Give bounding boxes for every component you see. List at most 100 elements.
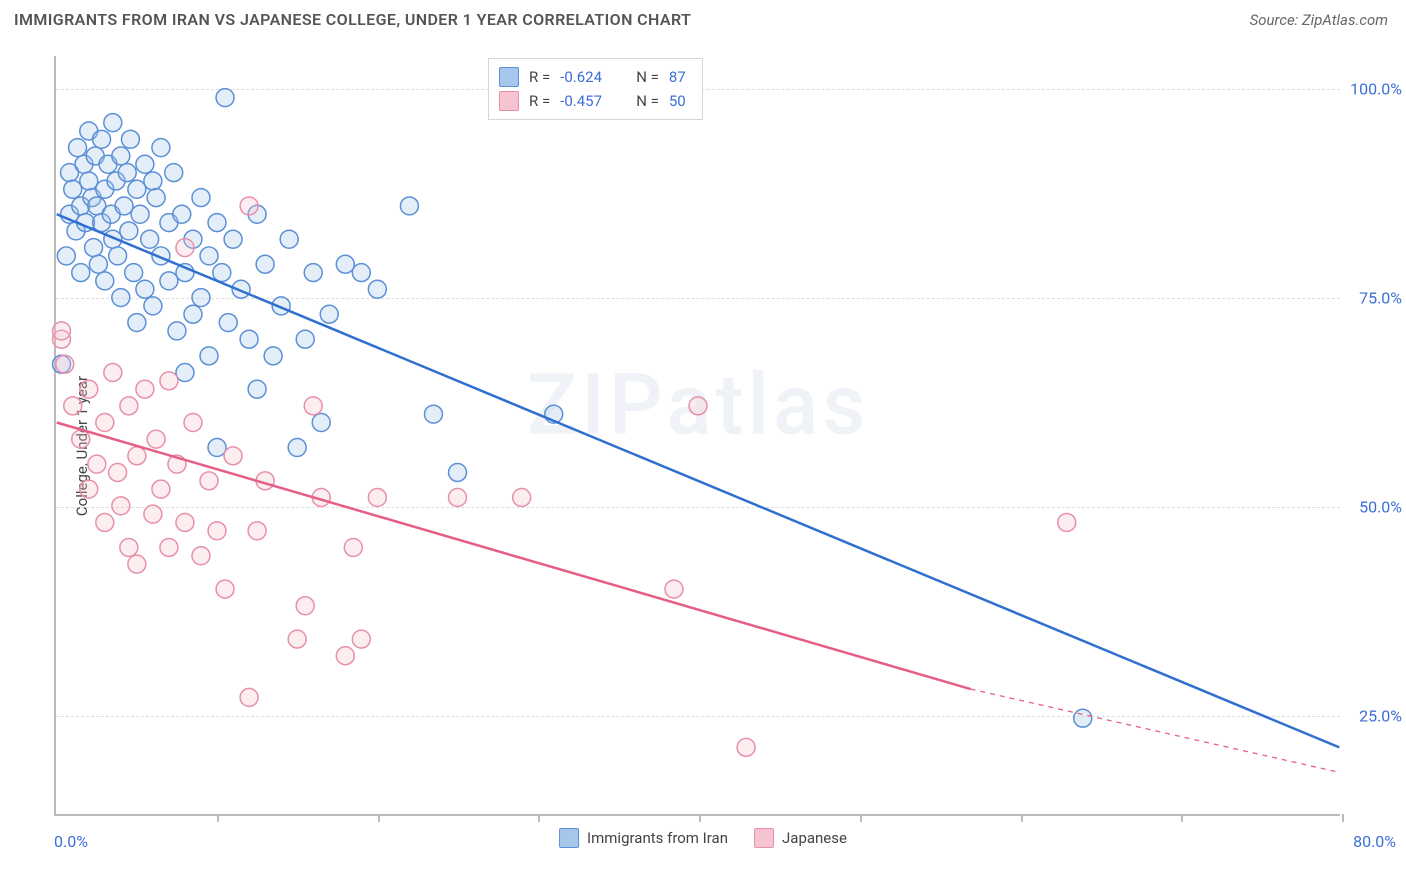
x-tick-mark	[1021, 814, 1023, 822]
scatter-point-japanese	[120, 538, 138, 556]
scatter-point-iran	[118, 164, 136, 182]
scatter-point-japanese	[665, 580, 683, 598]
scatter-point-japanese	[352, 630, 370, 648]
legend-label-japanese: Japanese	[782, 829, 847, 847]
scatter-point-iran	[213, 264, 231, 282]
scatter-point-iran	[141, 230, 159, 248]
scatter-point-iran	[288, 439, 306, 457]
scatter-point-japanese	[64, 397, 82, 415]
scatter-point-japanese	[368, 488, 386, 506]
scatter-point-japanese	[344, 538, 362, 556]
scatter-point-japanese	[80, 380, 98, 398]
scatter-point-iran	[115, 197, 133, 215]
regression-line-iran	[57, 214, 1340, 747]
scatter-point-iran	[219, 314, 237, 332]
legend-entry-japanese: Japanese	[754, 828, 847, 848]
scatter-point-iran	[80, 172, 98, 190]
legend-swatch-iran	[559, 828, 579, 848]
scatter-point-japanese	[112, 497, 130, 515]
scatter-point-iran	[296, 330, 314, 348]
chart-plot-area: ZIPatlas 25.0%50.0%75.0%100.0% R = -0.62…	[54, 56, 1340, 816]
scatter-point-iran	[320, 305, 338, 323]
scatter-point-japanese	[304, 397, 322, 415]
scatter-point-japanese	[128, 555, 146, 573]
source-attribution: Source: ZipAtlas.com	[1250, 11, 1388, 29]
scatter-point-japanese	[56, 355, 74, 373]
scatter-point-iran	[1074, 709, 1092, 727]
scatter-point-japanese	[248, 522, 266, 540]
scatter-point-iran	[216, 89, 234, 107]
x-tick-mark	[1181, 814, 1183, 822]
scatter-point-japanese	[88, 455, 106, 473]
scatter-point-japanese	[737, 738, 755, 756]
scatter-point-iran	[128, 180, 146, 198]
scatter-point-iran	[200, 347, 218, 365]
scatter-point-iran	[112, 289, 130, 307]
scatter-point-japanese	[72, 430, 90, 448]
scatter-point-iran	[192, 289, 210, 307]
scatter-point-japanese	[288, 630, 306, 648]
scatter-point-iran	[192, 189, 210, 207]
scatter-point-japanese	[104, 364, 122, 382]
scatter-point-japanese	[689, 397, 707, 415]
scatter-point-iran	[57, 247, 75, 265]
legend-swatch-japanese	[754, 828, 774, 848]
scatter-point-iran	[248, 380, 266, 398]
scatter-point-japanese	[147, 430, 165, 448]
scatter-point-japanese	[216, 580, 234, 598]
scatter-point-japanese	[109, 464, 127, 482]
scatter-point-iran	[120, 222, 138, 240]
scatter-point-japanese	[224, 447, 242, 465]
scatter-point-iran	[256, 255, 274, 273]
chart-title: IMMIGRANTS FROM IRAN VS JAPANESE COLLEGE…	[14, 10, 691, 29]
scatter-point-japanese	[200, 472, 218, 490]
scatter-point-iran	[64, 180, 82, 198]
x-tick-mark	[699, 814, 701, 822]
scatter-point-iran	[264, 347, 282, 365]
scatter-point-iran	[147, 189, 165, 207]
scatter-point-japanese	[136, 380, 154, 398]
scatter-point-iran	[104, 114, 122, 132]
scatter-point-iran	[224, 230, 242, 248]
scatter-point-iran	[136, 155, 154, 173]
scatter-point-iran	[131, 205, 149, 223]
scatter-point-iran	[368, 280, 386, 298]
scatter-point-japanese	[449, 488, 467, 506]
legend-entry-iran: Immigrants from Iran	[559, 828, 728, 848]
source-prefix: Source:	[1250, 11, 1302, 29]
scatter-point-japanese	[120, 397, 138, 415]
scatter-point-japanese	[513, 488, 531, 506]
legend-label-iran: Immigrants from Iran	[587, 829, 728, 847]
scatter-point-iran	[184, 305, 202, 323]
scatter-point-iran	[128, 314, 146, 332]
scatter-point-japanese	[192, 547, 210, 565]
scatter-point-japanese	[296, 597, 314, 615]
regression-line-dash-japanese	[971, 689, 1340, 772]
scatter-point-iran	[144, 172, 162, 190]
scatter-point-iran	[121, 130, 139, 148]
scatter-svg	[56, 56, 1340, 814]
scatter-point-japanese	[80, 480, 98, 498]
scatter-point-iran	[336, 255, 354, 273]
scatter-point-iran	[96, 272, 114, 290]
scatter-point-japanese	[176, 513, 194, 531]
y-tick-label: 75.0%	[1359, 289, 1402, 308]
scatter-point-iran	[85, 239, 103, 257]
x-tick-mark	[1342, 814, 1344, 822]
scatter-point-iran	[240, 330, 258, 348]
scatter-point-iran	[136, 280, 154, 298]
scatter-point-iran	[144, 297, 162, 315]
scatter-point-iran	[208, 214, 226, 232]
scatter-point-iran	[112, 147, 130, 165]
scatter-point-iran	[152, 139, 170, 157]
y-tick-label: 100.0%	[1350, 80, 1402, 99]
x-tick-last: 80.0%	[1353, 832, 1396, 851]
series-legend: Immigrants from Iran Japanese	[559, 828, 847, 848]
scatter-point-japanese	[336, 647, 354, 665]
scatter-point-japanese	[152, 480, 170, 498]
scatter-point-japanese	[208, 522, 226, 540]
x-tick-mark	[378, 814, 380, 822]
scatter-point-japanese	[240, 197, 258, 215]
scatter-point-iran	[280, 230, 298, 248]
scatter-point-iran	[109, 247, 127, 265]
